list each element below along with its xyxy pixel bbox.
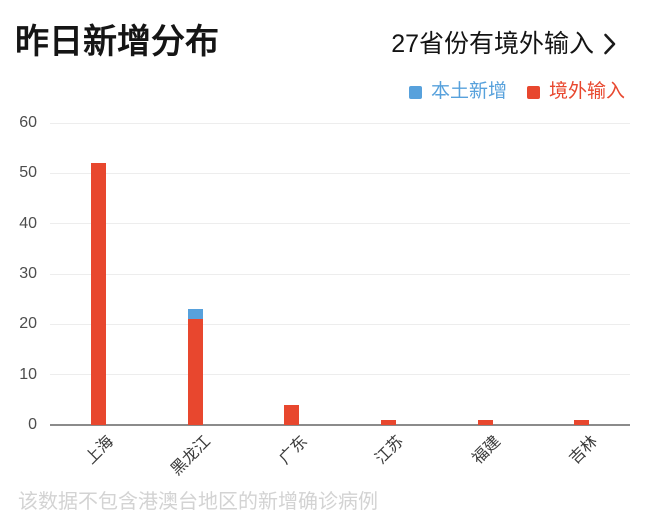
- bar-segment-imported: [380, 419, 396, 425]
- chevron-right-icon: [604, 33, 616, 55]
- y-axis-tick-0: 0: [28, 416, 37, 433]
- bar-segment-imported: [187, 319, 203, 425]
- provinces-imported-link-label: 27省份有境外输入: [391, 30, 594, 58]
- bar-segment-imported: [90, 163, 106, 425]
- x-axis-label: 上海: [82, 433, 118, 468]
- x-axis-line: [50, 424, 630, 426]
- gridline-60: [50, 122, 630, 124]
- x-axis-label: 广东: [276, 433, 311, 468]
- bar-segment-imported: [477, 419, 493, 425]
- bar-segment-imported: [574, 419, 590, 425]
- x-axis-label: 江苏: [372, 433, 408, 468]
- x-axis-label: 福建: [469, 433, 505, 468]
- legend-item-imported: 境外输入: [526, 81, 625, 102]
- chart-legend: 本土新增 境外输入: [408, 81, 625, 102]
- legend-item-local: 本土新增: [408, 81, 507, 102]
- gridline-10: [50, 374, 630, 376]
- provinces-imported-link[interactable]: 27省份有境外输入: [391, 30, 617, 58]
- gridline-40: [50, 223, 630, 225]
- gridline-20: [50, 323, 630, 325]
- legend-label-local: 本土新增: [430, 81, 507, 102]
- footnote: 该数据不包含港澳台地区的新增确诊病例: [18, 491, 378, 513]
- bar-segment-local: [187, 309, 203, 320]
- y-axis-tick-20: 20: [19, 315, 37, 333]
- gridline-30: [50, 273, 630, 275]
- page-title: 昨日新增分布: [15, 23, 219, 61]
- x-axis-label: 黑龙江: [168, 433, 215, 479]
- y-axis-tick-10: 10: [19, 365, 37, 383]
- y-axis-tick-40: 40: [19, 214, 37, 232]
- x-axis-label: 吉林: [566, 433, 601, 468]
- bar-segment-imported: [284, 404, 300, 425]
- y-axis-tick-60: 60: [19, 114, 37, 131]
- legend-swatch-local: [408, 85, 422, 99]
- y-axis-tick-30: 30: [19, 265, 37, 282]
- legend-swatch-imported: [526, 85, 540, 99]
- legend-label-imported: 境外输入: [548, 81, 625, 102]
- gridline-50: [50, 172, 630, 174]
- y-axis-tick-50: 50: [19, 164, 37, 182]
